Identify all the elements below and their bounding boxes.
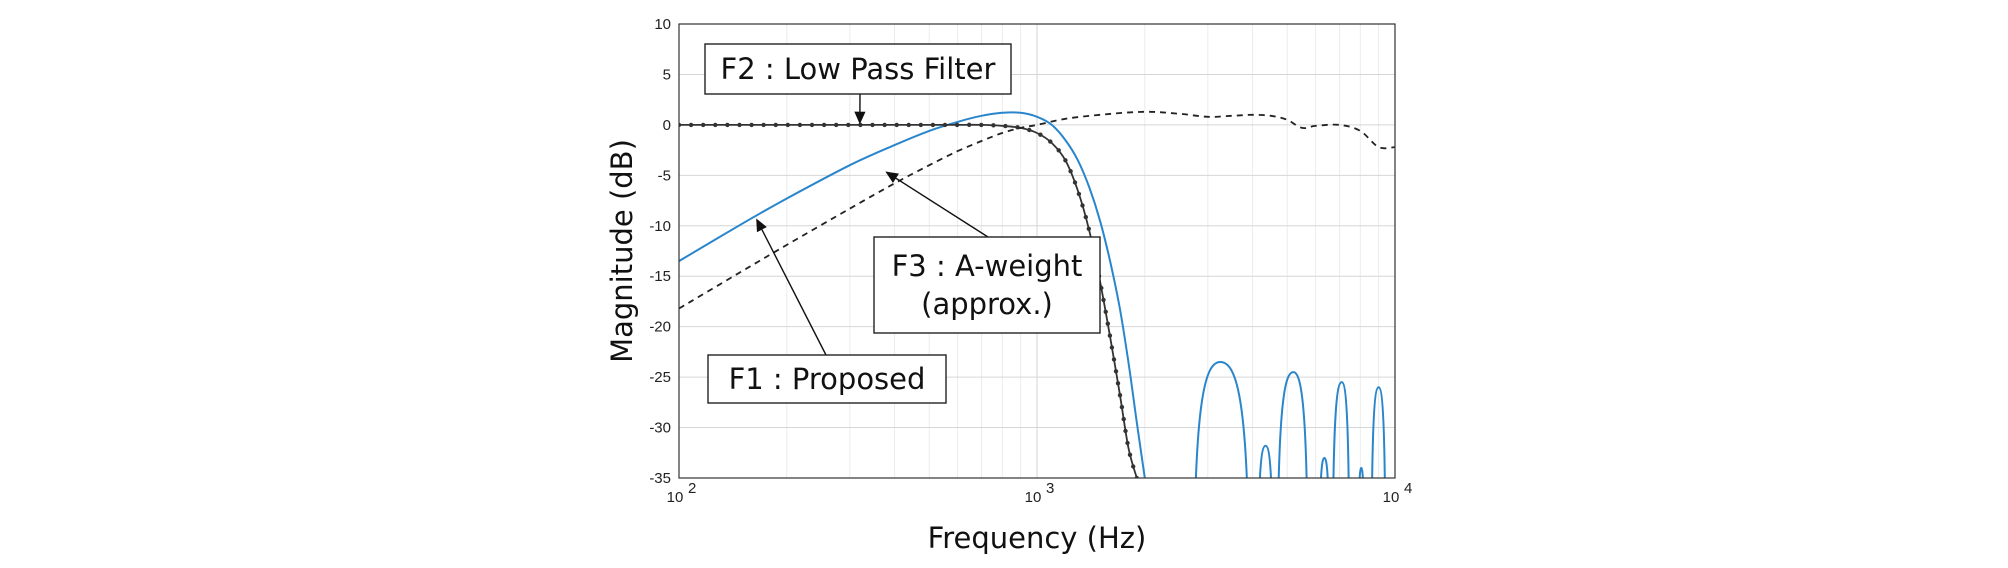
f2-marker [1038, 132, 1043, 137]
f2-marker [688, 122, 694, 128]
annotation-f1: F1 : Proposed [707, 218, 947, 404]
f2-marker [737, 122, 742, 128]
annotation-text: F1 : Proposed [729, 362, 926, 396]
f2-marker [1080, 203, 1085, 208]
f2-marker [991, 123, 996, 128]
y-tick-label: -20 [649, 319, 671, 336]
f2-marker [1113, 369, 1119, 374]
f1-sidelobe-3 [1277, 371, 1308, 478]
f2-marker [1027, 127, 1032, 133]
f2-marker [1083, 214, 1089, 220]
annotation-text: F2 : Low Pass Filter [721, 52, 996, 86]
y-tick-label: 10 [654, 16, 671, 33]
x-tick-label: 10 [1383, 489, 1400, 506]
y-axis-label: Magnitude (dB) [605, 139, 639, 363]
f2-marker [1121, 416, 1126, 422]
y-tick-label: -5 [658, 167, 671, 184]
series-layer [679, 110, 1395, 478]
f2-marker [954, 122, 960, 128]
annotation-box [704, 43, 1012, 95]
f2-marker [1105, 321, 1111, 326]
y-tick-label: -35 [649, 470, 671, 487]
f1-sidelobe-1 [1194, 360, 1248, 478]
f2-marker [785, 122, 790, 128]
f2-marker [882, 122, 887, 128]
f2-marker [1068, 169, 1073, 174]
f2-marker [1056, 148, 1061, 153]
f1-sidelobe-6 [1358, 466, 1364, 478]
series-f3-a-weight [679, 110, 1395, 310]
f2-marker [1127, 452, 1133, 457]
y-tick-label: -30 [649, 420, 671, 437]
f2-marker [870, 122, 875, 128]
f2-marker [1109, 345, 1115, 350]
f2-marker [906, 122, 911, 128]
f2-marker [1072, 180, 1078, 185]
f2-marker [797, 122, 803, 128]
f2-marker [773, 122, 778, 128]
y-tick-label: -25 [649, 369, 671, 386]
f2-marker [967, 122, 972, 128]
f2-marker [1076, 191, 1082, 197]
f2-marker [713, 122, 718, 128]
f2-marker [1117, 393, 1123, 398]
f1-sidelobe-4 [1319, 456, 1329, 478]
annotation-text: F3 : A-weight [892, 249, 1083, 283]
f2-marker [1123, 428, 1128, 434]
annotation-f2: F2 : Low Pass Filter [704, 43, 1012, 125]
annotations: F2 : Low Pass Filter F3 : A-weight (approx… [704, 43, 1101, 404]
f2-marker [821, 122, 827, 128]
f2-marker [918, 122, 923, 128]
f2-marker [1103, 309, 1108, 314]
x-axis-label: Frequency (Hz) [928, 521, 1147, 555]
y-tick-label: 0 [663, 117, 671, 134]
f2-marker [1063, 158, 1068, 163]
y-tick-label: -10 [649, 218, 671, 235]
f2-marker [1125, 440, 1130, 446]
f2-marker [979, 122, 984, 128]
f2-marker [846, 122, 851, 128]
f2-marker [1003, 123, 1008, 129]
annotation-arrow [885, 171, 989, 238]
f2-marker [749, 122, 754, 128]
f1-sidelobe-2 [1258, 444, 1272, 478]
f2-marker [1086, 226, 1092, 231]
f2-marker [809, 122, 815, 128]
f1-sidelobe-7 [1371, 386, 1386, 478]
f2-marker [725, 122, 730, 128]
annotation-box [707, 354, 947, 404]
f2-marker [894, 122, 899, 128]
y-tick-label: -15 [649, 268, 671, 285]
x-tick-label: 10 [667, 489, 684, 506]
f2-marker [701, 122, 706, 128]
f2-marker [1119, 404, 1125, 410]
f2-marker [1115, 381, 1121, 386]
f2-marker [834, 122, 839, 128]
f2-marker [761, 122, 766, 128]
x-tick-exponent: 2 [688, 480, 696, 497]
f2-marker [858, 122, 863, 128]
annotation-f3: F3 : A-weight (approx.) [873, 171, 1101, 334]
f2-marker [1111, 357, 1117, 362]
f2-marker [1107, 333, 1113, 338]
plot-frame [678, 23, 1396, 479]
annotation-box [873, 236, 1101, 334]
series-f1-proposed [679, 111, 1146, 478]
f2-marker [942, 122, 948, 128]
x-tick-exponent: 3 [1046, 480, 1054, 497]
f2-marker [1131, 464, 1136, 469]
x-tick-label: 10 [1025, 489, 1042, 506]
f2-marker [1101, 297, 1106, 303]
y-tick-label: 5 [663, 66, 671, 83]
annotation-arrow [756, 218, 827, 356]
x-tick-exponent: 4 [1404, 480, 1412, 497]
f2-marker [930, 122, 936, 128]
f2-marker [1048, 139, 1053, 144]
annotation-text: (approx.) [921, 287, 1053, 321]
f1-sidelobe-5 [1332, 381, 1350, 478]
